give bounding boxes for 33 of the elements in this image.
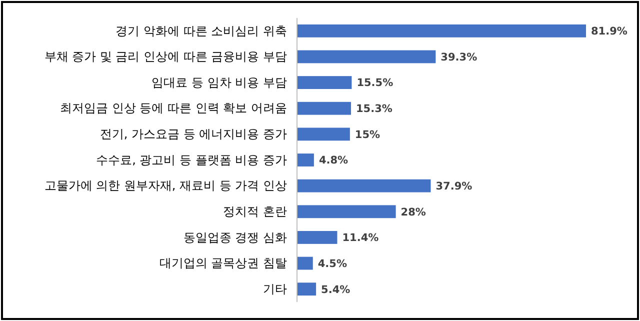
data-label: 4.8% (318, 154, 349, 167)
data-label: 15% (354, 128, 381, 141)
y-tick-label: 수수료, 광고비 등 플랫폼 비용 증가 (96, 152, 287, 167)
bar (297, 50, 436, 64)
y-tick-label: 동일업종 경쟁 심화 (183, 230, 287, 244)
y-tick-label: 임대료 등 임차 비용 부담 (152, 75, 287, 90)
y-tick-label: 부채 증가 및 금리 인상에 따른 금융비용 부담 (44, 50, 287, 64)
bar (297, 102, 351, 115)
bar (297, 282, 316, 296)
bar (297, 24, 586, 38)
data-label: 15.3% (356, 103, 393, 116)
bar (297, 231, 338, 244)
data-label: 4.5% (318, 258, 348, 270)
y-tick-label: 기타 (263, 282, 287, 296)
data-label: 5.4% (321, 284, 351, 296)
data-label: 37.9% (436, 180, 473, 192)
data-label: 39.3% (440, 51, 478, 64)
bar (297, 76, 352, 89)
bar (297, 154, 314, 166)
bar (297, 205, 396, 218)
y-tick-label: 정치적 혼란 (223, 204, 287, 218)
y-tick-label: 고물가에 의한 원부자재, 재료비 등 가격 인상 (44, 178, 287, 193)
bar (297, 256, 313, 270)
y-tick-label: 경기 악화에 따른 소비심리 위축 (116, 24, 287, 38)
data-label: 81.9% (591, 26, 628, 38)
bar (297, 179, 431, 192)
y-tick-label: 최저임금 인상 등에 따른 인력 확보 어려움 (60, 101, 287, 116)
data-label: 15.5% (356, 77, 394, 90)
y-tick-label: 전기, 가스요금 등 에너지비용 증가 (100, 127, 287, 142)
bar (297, 128, 350, 141)
data-label: 11.4% (342, 232, 380, 244)
data-label: 28% (400, 206, 426, 218)
y-tick-label: 대기업의 골목상권 침탈 (159, 256, 287, 270)
